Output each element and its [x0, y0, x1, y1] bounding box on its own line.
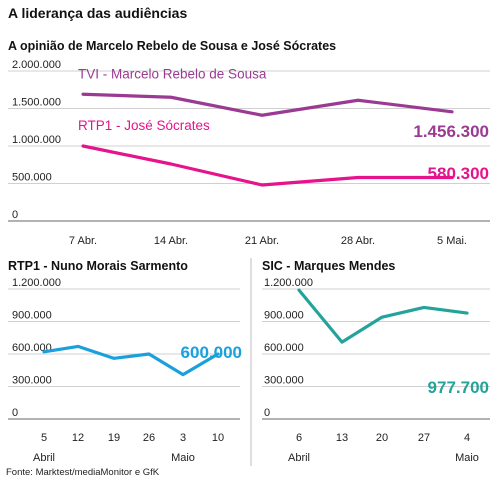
bottom-left-chart: 0 300.000 600.000 900.000 1.200.000 5 12 19 26 3 1…	[8, 277, 242, 464]
top-series-label-1: TVI - Marcelo Rebelo de Sousa	[78, 66, 267, 81]
top-x-tick-label: 7 Abr.	[69, 235, 97, 247]
bottom-right-month-label: Abril	[288, 452, 310, 464]
top-series-line-1	[81, 92, 454, 117]
top-x-tick-label: 21 Abr.	[245, 235, 279, 247]
top-y-tick-label: 500.000	[12, 172, 52, 184]
top-chart-title: A opinião de Marcelo Rebelo de Sousa e J…	[8, 39, 337, 53]
top-chart: 0 500.000 1.000.000 1.500.000 2.000.000 7 Abr…	[8, 59, 490, 247]
top-y-tick-label: 1.000.000	[12, 134, 61, 146]
bottom-right-month-label: Maio	[455, 452, 479, 464]
top-series-line-2	[81, 144, 454, 187]
bottom-right-y-tick-label: 300.000	[264, 375, 304, 387]
bottom-right-y-tick-label: 900.000	[264, 310, 304, 322]
bottom-left-y-tick-label: 900.000	[12, 310, 52, 322]
top-end-value-label-1: 1.456.300	[413, 122, 489, 141]
bottom-left-x-tick-label: 3	[180, 432, 186, 444]
bottom-left-x-tick-label: 12	[72, 432, 84, 444]
bottom-left-end-value-label-1: 600.000	[181, 343, 242, 362]
top-x-tick-label: 14 Abr.	[154, 235, 188, 247]
bottom-right-y-tick-label: 0	[264, 407, 270, 419]
bottom-left-x-tick-label: 10	[212, 432, 224, 444]
bottom-right-chart-title: SIC - Marques Mendes	[262, 259, 396, 273]
bottom-left-y-tick-label: 600.000	[12, 342, 52, 354]
bottom-left-month-label: Maio	[171, 452, 195, 464]
bottom-left-y-tick-label: 300.000	[12, 375, 52, 387]
bottom-left-y-tick-label: 0	[12, 407, 18, 419]
bottom-left-y-tick-label: 1.200.000	[12, 277, 61, 289]
bottom-left-month-label: Abril	[33, 452, 55, 464]
bottom-right-x-tick-label: 27	[418, 432, 430, 444]
bottom-right-x-tick-label: 13	[336, 432, 348, 444]
bottom-right-x-tick-label: 4	[464, 432, 470, 444]
bottom-left-chart-title: RTP1 - Nuno Morais Sarmento	[8, 259, 188, 273]
main-title: A liderança das audiências	[8, 5, 188, 21]
top-end-value-label-2: 580.300	[428, 164, 489, 183]
bottom-left-x-tick-label: 26	[143, 432, 155, 444]
bottom-right-series-line-1	[297, 288, 469, 344]
top-y-tick-label: 1.500.000	[12, 97, 61, 109]
bottom-right-x-tick-label: 20	[376, 432, 388, 444]
bottom-left-x-tick-label: 19	[108, 432, 120, 444]
bottom-left-series-line-1	[42, 344, 220, 377]
top-x-tick-label: 5 Mai.	[437, 235, 467, 247]
top-series-label-2: RTP1 - José Sócrates	[78, 118, 210, 133]
bottom-right-y-tick-label: 1.200.000	[264, 277, 313, 289]
bottom-right-chart: 0 300.000 600.000 900.000 1.200.000 6 13 20 27 4 A…	[262, 277, 490, 464]
bottom-right-end-value-label-1: 977.700	[428, 378, 489, 397]
bottom-left-x-tick-label: 5	[41, 432, 47, 444]
top-y-tick-label: 0	[12, 209, 18, 221]
top-y-tick-label: 2.000.000	[12, 59, 61, 71]
bottom-right-y-tick-label: 600.000	[264, 342, 304, 354]
bottom-right-x-tick-label: 6	[296, 432, 302, 444]
top-x-tick-label: 28 Abr.	[341, 235, 375, 247]
source-note: Fonte: Marktest/mediaMonitor e GfK	[6, 467, 160, 478]
